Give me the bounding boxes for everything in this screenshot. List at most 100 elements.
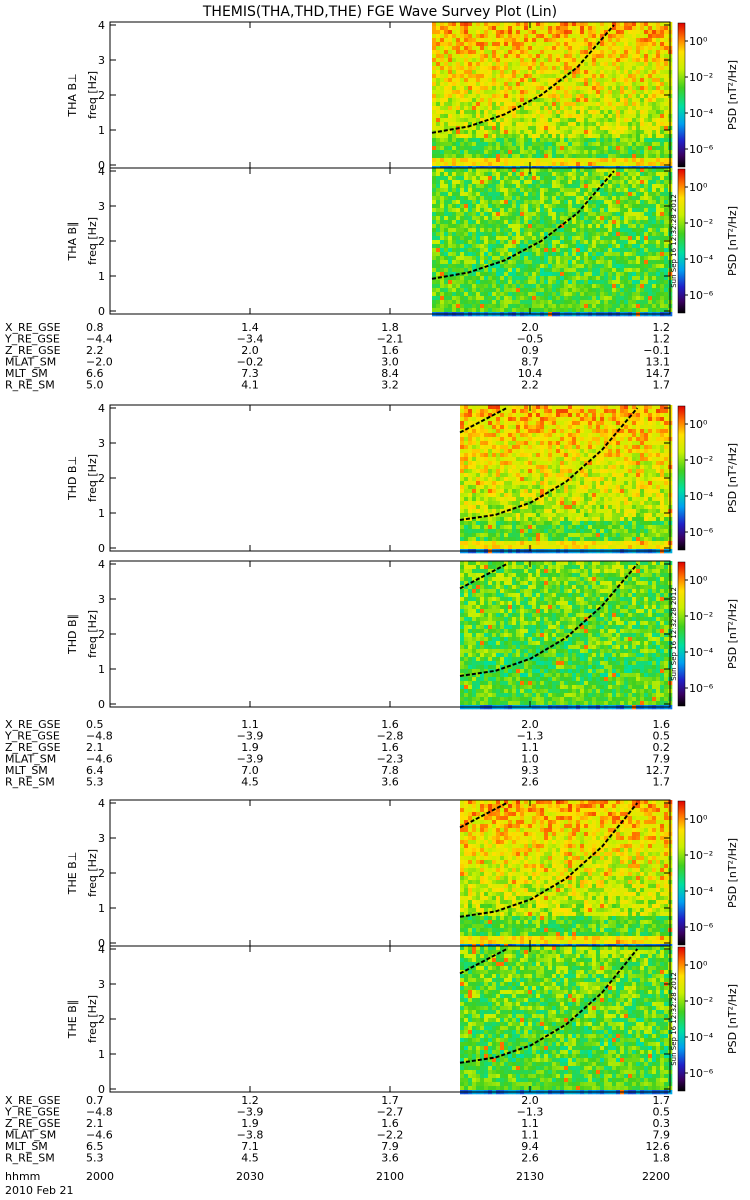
psd-cell — [644, 284, 649, 289]
psd-cell — [452, 94, 457, 99]
psd-cell — [540, 176, 545, 181]
psd-cell — [560, 220, 565, 225]
psd-cell — [576, 256, 581, 261]
psd-cell — [616, 38, 621, 43]
psd-cell — [432, 54, 437, 59]
psd-cell — [612, 176, 617, 181]
psd-cell — [436, 70, 441, 75]
psd-cell — [536, 98, 541, 103]
psd-cell — [460, 82, 465, 87]
psd-cell — [624, 264, 629, 269]
psd-cell — [432, 284, 437, 289]
psd-cell — [492, 537, 497, 542]
psd-cell — [444, 296, 449, 301]
psd-cell — [496, 216, 501, 221]
psd-cell — [500, 204, 505, 209]
psd-cell — [636, 74, 641, 79]
psd-cell — [464, 288, 469, 293]
psd-cell — [484, 58, 489, 63]
psd-cell — [540, 188, 545, 193]
psd-cell — [528, 236, 533, 241]
psd-cell — [584, 304, 589, 309]
psd-cell — [484, 204, 489, 209]
psd-cell — [652, 212, 657, 217]
psd-cell — [580, 90, 585, 95]
psd-cell — [488, 196, 493, 201]
psd-cell — [480, 150, 485, 155]
psd-cell — [632, 50, 637, 55]
psd-cell — [544, 228, 549, 233]
psd-cell — [544, 106, 549, 111]
psd-cell — [616, 26, 621, 31]
psd-cell — [640, 296, 645, 301]
psd-cell — [436, 252, 441, 257]
psd-cell — [604, 94, 609, 99]
psd-cell — [444, 180, 449, 185]
psd-cell — [484, 505, 489, 510]
psd-cell — [484, 106, 489, 111]
psd-cell — [632, 150, 637, 155]
psd-cell — [568, 46, 573, 51]
psd-cell — [576, 114, 581, 119]
psd-cell — [568, 184, 573, 189]
psd-cell — [580, 232, 585, 237]
psd-cell — [600, 216, 605, 221]
psd-cell — [480, 172, 485, 177]
psd-cell — [616, 308, 621, 313]
psd-cell — [560, 292, 565, 297]
psd-cell — [464, 228, 469, 233]
psd-cell — [556, 50, 561, 55]
psd-cell — [612, 180, 617, 185]
psd-cell — [616, 90, 621, 95]
psd-cell — [480, 300, 485, 305]
psd-cell — [432, 180, 437, 185]
psd-cell — [488, 26, 493, 31]
psd-cell — [548, 284, 553, 289]
psd-cell — [564, 110, 569, 115]
psd-cell — [500, 122, 505, 127]
psd-cell — [460, 224, 465, 229]
psd-cell — [664, 94, 669, 99]
psd-cell — [440, 280, 445, 285]
psd-cell — [644, 252, 649, 257]
psd-cell — [620, 268, 625, 273]
psd-cell — [548, 200, 553, 205]
psd-cell — [588, 208, 593, 213]
psd-cell — [460, 54, 465, 59]
psd-cell — [604, 196, 609, 201]
psd-cell — [468, 541, 473, 546]
psd-cell — [488, 38, 493, 43]
psd-cell — [452, 158, 457, 163]
psd-cell — [452, 280, 457, 285]
psd-cell — [652, 34, 657, 39]
psd-cell — [596, 90, 601, 95]
psd-cell — [504, 42, 509, 47]
psd-cell — [480, 437, 485, 442]
psd-cell — [576, 252, 581, 257]
psd-cell — [504, 162, 509, 167]
psd-cell — [500, 110, 505, 115]
psd-cell — [528, 272, 533, 277]
psd-cell — [520, 264, 525, 269]
psd-cell — [524, 220, 529, 225]
psd-cell — [532, 176, 537, 181]
psd-cell — [544, 224, 549, 229]
psd-cell — [664, 30, 669, 35]
psd-cell — [576, 272, 581, 277]
psd-cell — [508, 228, 513, 233]
psd-cell — [592, 118, 597, 123]
psd-cell — [536, 212, 541, 217]
psd-cell — [596, 46, 601, 51]
psd-cell — [644, 134, 649, 139]
psd-cell — [604, 138, 609, 143]
psd-cell — [480, 130, 485, 135]
psd-cell — [640, 208, 645, 213]
psd-cell — [508, 449, 513, 454]
psd-cell — [624, 58, 629, 63]
psd-cell — [468, 276, 473, 281]
psd-cell — [644, 138, 649, 143]
psd-cell — [476, 280, 481, 285]
psd-cell — [500, 200, 505, 205]
psd-cell — [560, 304, 565, 309]
psd-cell — [444, 66, 449, 71]
